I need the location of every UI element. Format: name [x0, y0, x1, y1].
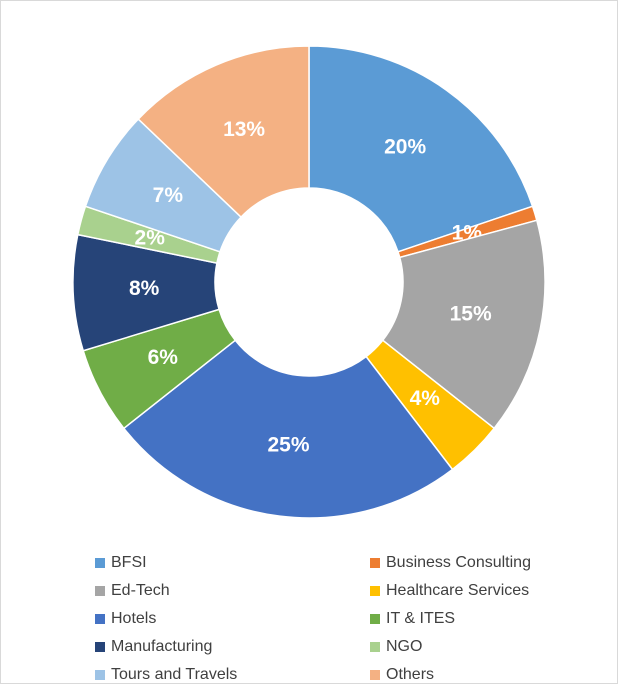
legend-swatch: [370, 586, 380, 596]
legend-label: NGO: [386, 638, 422, 655]
data-label: 8%: [129, 277, 160, 300]
legend-swatch: [95, 670, 105, 680]
data-label: 25%: [268, 433, 310, 456]
data-label: 13%: [223, 118, 265, 141]
legend-label: Manufacturing: [111, 638, 212, 655]
data-label: 4%: [410, 387, 441, 410]
legend-swatch: [370, 558, 380, 568]
legend-swatch: [95, 558, 105, 568]
data-label: 15%: [450, 303, 492, 326]
slice: [381, 219, 546, 430]
slice: [137, 45, 310, 219]
legend-label: Hotels: [111, 610, 156, 627]
data-label: 20%: [384, 135, 426, 158]
legend-swatch: [95, 642, 105, 652]
legend-label: Ed-Tech: [111, 582, 170, 599]
legend-label: BFSI: [111, 554, 147, 571]
data-label: 2%: [135, 226, 166, 249]
slice: [122, 339, 454, 519]
legend-label: IT & ITES: [386, 610, 455, 627]
legend-label: Healthcare Services: [386, 582, 529, 599]
legend-swatch: [95, 614, 105, 624]
legend-label: Tours and Travels: [111, 666, 237, 683]
legend-swatch: [370, 614, 380, 624]
legend-swatch: [370, 642, 380, 652]
data-label: 6%: [148, 346, 179, 369]
legend-swatch: [370, 670, 380, 680]
data-label: 7%: [153, 184, 184, 207]
legend-label: Business Consulting: [386, 554, 531, 571]
slice: [308, 45, 534, 253]
legend-label: Others: [386, 666, 434, 683]
legend-swatch: [95, 586, 105, 596]
